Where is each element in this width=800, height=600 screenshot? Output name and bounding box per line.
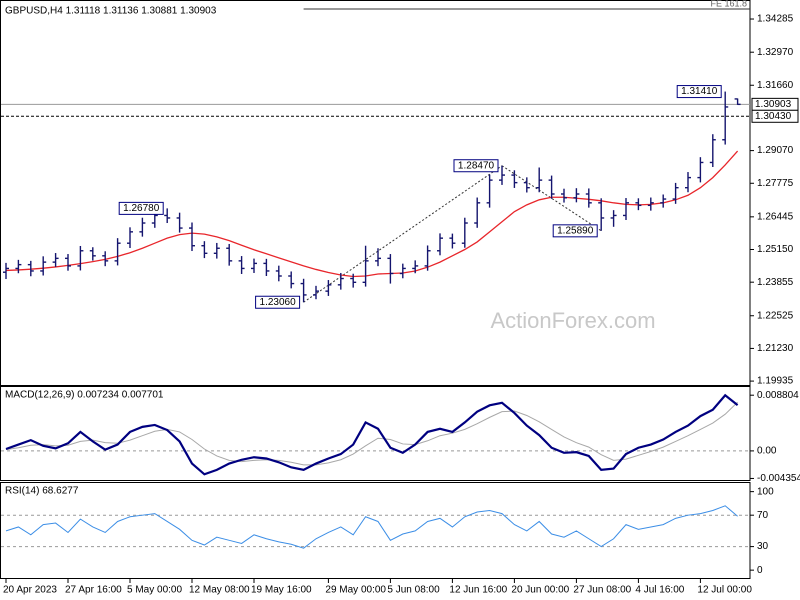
x-tick-label: 12 May 08:00 [189,585,250,596]
annotation-box [453,159,499,173]
x-tick-label: 5 May 00:00 [127,585,182,596]
y-tick-label: 1.23855 [757,277,794,288]
indicator-line [5,393,739,476]
y-tick-label: 1.26445 [757,211,794,222]
macd-panel [0,386,751,481]
x-tick-label: 29 May 00:00 [325,585,386,596]
annotation-label: 1.31410 [681,86,718,97]
moving-average [5,150,739,278]
price-label: 1.30430 [755,111,792,122]
y-tick-label: 1.32970 [757,47,794,58]
y-tick-label: -0.004354 [757,473,800,484]
annotation-box [552,224,598,238]
y-tick-label: 0.00 [757,446,777,457]
y-tick-label: 70 [757,510,769,521]
annotation-label: 1.28470 [458,160,495,171]
y-tick-label: 100 [757,486,774,497]
watermark: ActionForex.com [490,308,655,333]
fib-connector [303,165,503,303]
annotation-label: 1.25890 [557,225,594,236]
y-tick-label: 0.008804 [757,390,799,401]
fe-label: FE 161.8 [710,0,747,8]
x-tick-label: 4 Jul 16:00 [635,585,684,596]
y-tick-label: 1.34285 [757,14,794,25]
y-tick-label: 30 [757,541,769,552]
panel-title: RSI(14) 68.6277 [5,486,79,497]
annotation-box [255,295,301,309]
x-tick-label: 27 Apr 16:00 [65,585,122,596]
rsi-panel [0,482,751,579]
price-label-box [751,109,799,123]
x-tick-label: 20 Apr 2023 [3,585,57,596]
indicator-line [5,401,738,466]
y-tick-label: 1.31660 [757,80,794,91]
annotation-box [676,85,722,99]
x-tick-label: 12 Jun 16:00 [449,585,507,596]
indicator-line [5,505,738,549]
x-tick-label: 19 May 16:00 [251,585,312,596]
x-tick-label: 27 Jun 08:00 [573,585,631,596]
x-tick-label: 5 Jun 08:00 [387,585,440,596]
price-label: 1.30903 [755,99,792,110]
price-panel [0,0,751,386]
x-tick-label: 20 Jun 00:00 [511,585,569,596]
panel-title: GBPUSD,H4 1.31118 1.31136 1.30881 1.3090… [5,6,217,17]
y-tick-label: 1.21230 [757,343,794,354]
y-tick-label: 1.22525 [757,310,794,321]
annotation-label: 1.23060 [260,297,297,308]
x-tick-label: 12 Jul 00:00 [697,585,752,596]
annotation-label: 1.26780 [123,203,160,214]
y-tick-label: 1.29070 [757,145,794,156]
y-tick-label: 1.19935 [757,376,794,387]
y-tick-label: 1.27775 [757,178,794,189]
y-tick-label: 1.25150 [757,244,794,255]
panel-title: MACD(12,26,9) 0.007234 0.007701 [5,390,164,401]
annotation-box [118,201,164,215]
y-tick-label: 0 [757,565,763,576]
